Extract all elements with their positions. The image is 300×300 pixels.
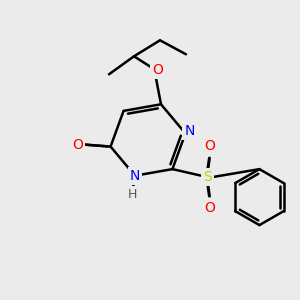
Text: S: S (203, 170, 212, 184)
Text: N: N (130, 169, 140, 183)
Text: O: O (204, 201, 215, 215)
Text: N: N (184, 124, 195, 138)
Text: O: O (204, 139, 215, 153)
Text: O: O (153, 63, 164, 77)
Text: H: H (127, 188, 137, 201)
Text: O: O (72, 138, 83, 152)
